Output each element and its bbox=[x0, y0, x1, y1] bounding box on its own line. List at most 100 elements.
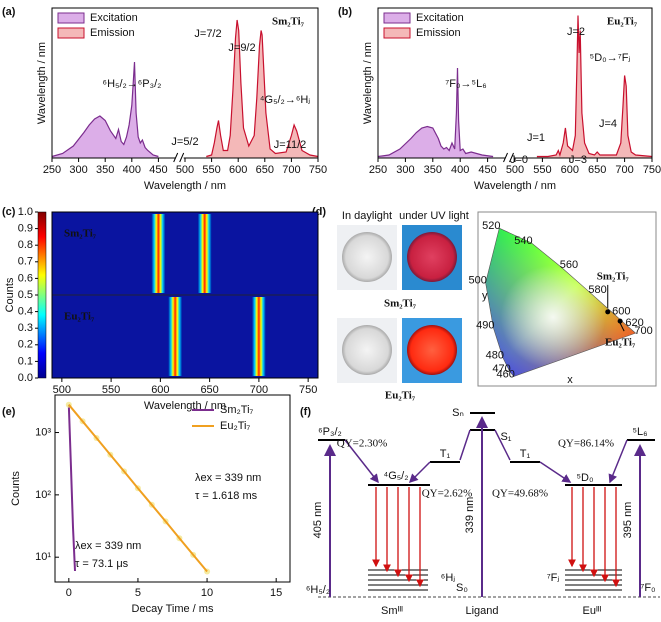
x-axis-label: Wavelength / nm bbox=[144, 180, 226, 192]
area-fill bbox=[206, 20, 318, 158]
photo-header: In daylight bbox=[342, 210, 392, 222]
x-tick-label: 700 bbox=[250, 384, 268, 396]
wavelength-label: 700 bbox=[634, 325, 652, 337]
level-label: 339 nm bbox=[464, 497, 476, 534]
emission-band bbox=[151, 214, 166, 293]
legend-label: Eu₂Ti₇ bbox=[220, 420, 250, 432]
chart-title: Eu₂Ti₇ bbox=[607, 16, 638, 28]
photo-header: under UV light bbox=[399, 210, 469, 222]
x-tick-label: 500 bbox=[53, 384, 71, 396]
annotation: J=2 bbox=[567, 26, 585, 38]
axis-break bbox=[503, 152, 514, 163]
x-axis-label: Wavelength / nm bbox=[144, 400, 226, 412]
colorbar-tick-label: 0.7 bbox=[18, 256, 33, 268]
y-axis-label: Counts bbox=[10, 471, 22, 506]
x-tick-label: 450 bbox=[478, 164, 496, 176]
cie-outline bbox=[485, 227, 637, 377]
level-label: S₁ bbox=[500, 431, 511, 443]
x-tick-label: 350 bbox=[96, 164, 114, 176]
emission-band bbox=[197, 214, 212, 293]
x-tick-label: 600 bbox=[561, 164, 579, 176]
annotation: J=3 bbox=[569, 154, 587, 166]
level-label: ⁷Fⱼ bbox=[547, 572, 560, 584]
row-label: Sm₂Ti₇ bbox=[64, 228, 97, 240]
panel-label: (b) bbox=[338, 6, 352, 18]
annotation: J=7/2 bbox=[194, 28, 221, 40]
x-tick-label: 500 bbox=[176, 164, 194, 176]
wavelength-label: 470 bbox=[492, 363, 510, 375]
x-tick-label: 15 bbox=[270, 587, 282, 599]
legend-swatch bbox=[57, 27, 85, 39]
level-label: T₁ bbox=[440, 448, 451, 460]
colorbar-tick-label: 0.3 bbox=[18, 322, 33, 334]
spectrum-line bbox=[377, 67, 494, 158]
x-tick-label: 10 bbox=[201, 587, 213, 599]
x-tick-label: 750 bbox=[643, 164, 661, 176]
colorbar-tick-label: 0.5 bbox=[18, 289, 33, 301]
annotation: λex = 339 nm bbox=[75, 540, 141, 552]
axis-break bbox=[173, 152, 185, 163]
axis-label: y bbox=[482, 290, 488, 302]
colorbar-tick-label: 1.0 bbox=[18, 206, 33, 218]
area-fill bbox=[536, 15, 652, 158]
x-tick-label: 700 bbox=[615, 164, 633, 176]
level-label: Smᴵᴵᴵ bbox=[381, 605, 403, 617]
area-fill bbox=[52, 62, 159, 158]
x-tick-label: 0 bbox=[66, 587, 72, 599]
x-tick-label: 650 bbox=[256, 164, 274, 176]
wavelength-label: 560 bbox=[560, 259, 578, 271]
annotation: ⁷F₀→⁵L₆ bbox=[445, 78, 486, 90]
y-tick-label: 10¹ bbox=[35, 551, 51, 563]
energy-line bbox=[459, 429, 471, 461]
y-tick-label: 10³ bbox=[35, 426, 51, 438]
annotation: λex = 339 nm bbox=[195, 472, 261, 484]
area-fill bbox=[378, 68, 494, 158]
axis-break bbox=[505, 152, 514, 164]
x-tick-label: 300 bbox=[69, 164, 87, 176]
y-tick-label: 10² bbox=[35, 489, 51, 501]
annotation: J=11/2 bbox=[274, 139, 307, 151]
x-tick-label: 5 bbox=[135, 587, 141, 599]
plot-frame bbox=[54, 394, 291, 583]
y-axis-label: Wavelength / nm bbox=[362, 42, 374, 124]
axis-break bbox=[175, 152, 184, 164]
emission-band bbox=[251, 297, 266, 376]
colorbar-tick-label: 0.0 bbox=[18, 372, 33, 384]
legend-swatch bbox=[383, 27, 411, 39]
chart-title: Sm₂Ti₇ bbox=[272, 16, 305, 28]
x-tick-label: 650 bbox=[588, 164, 606, 176]
level-label: S₀ bbox=[456, 582, 468, 594]
x-tick-label: 550 bbox=[202, 164, 220, 176]
colorbar-tick-label: 0.4 bbox=[18, 306, 33, 318]
annotation: ⁶H₅/₂→⁶P₃/₂ bbox=[103, 78, 162, 90]
wavelength-label: 490 bbox=[476, 319, 494, 331]
legend-swatch bbox=[57, 12, 85, 24]
sample-dish bbox=[342, 232, 392, 282]
x-tick-label: 750 bbox=[309, 164, 327, 176]
level-label: ⁵L₆ bbox=[632, 426, 647, 438]
decay-line bbox=[68, 404, 208, 573]
sample-dish bbox=[407, 232, 457, 282]
x-tick-label: 300 bbox=[396, 164, 414, 176]
legend-label: Emission bbox=[90, 27, 135, 39]
wavelength-label: 520 bbox=[482, 220, 500, 232]
wavelength-label: 580 bbox=[588, 284, 606, 296]
cie-point bbox=[605, 309, 611, 315]
x-tick-label: 600 bbox=[151, 384, 169, 396]
level-label: QY=2.62% bbox=[422, 488, 473, 500]
level-label: 395 nm bbox=[622, 502, 634, 539]
colorbar bbox=[37, 211, 47, 379]
spectrum-line bbox=[536, 15, 653, 158]
level-label: ⁵D₀ bbox=[576, 472, 593, 484]
energy-line bbox=[608, 439, 628, 484]
spectrum-line bbox=[206, 19, 319, 158]
annotation: τ = 73.1 μs bbox=[75, 558, 129, 570]
energy-line bbox=[344, 439, 379, 484]
level-label: Ligand bbox=[465, 605, 498, 617]
x-tick-label: 350 bbox=[424, 164, 442, 176]
x-tick-label: 650 bbox=[200, 384, 218, 396]
wavelength-label: 620 bbox=[625, 317, 643, 329]
level-label: ⁷F₀ bbox=[640, 582, 655, 594]
pointer bbox=[619, 322, 625, 332]
legend-swatch bbox=[383, 12, 411, 24]
